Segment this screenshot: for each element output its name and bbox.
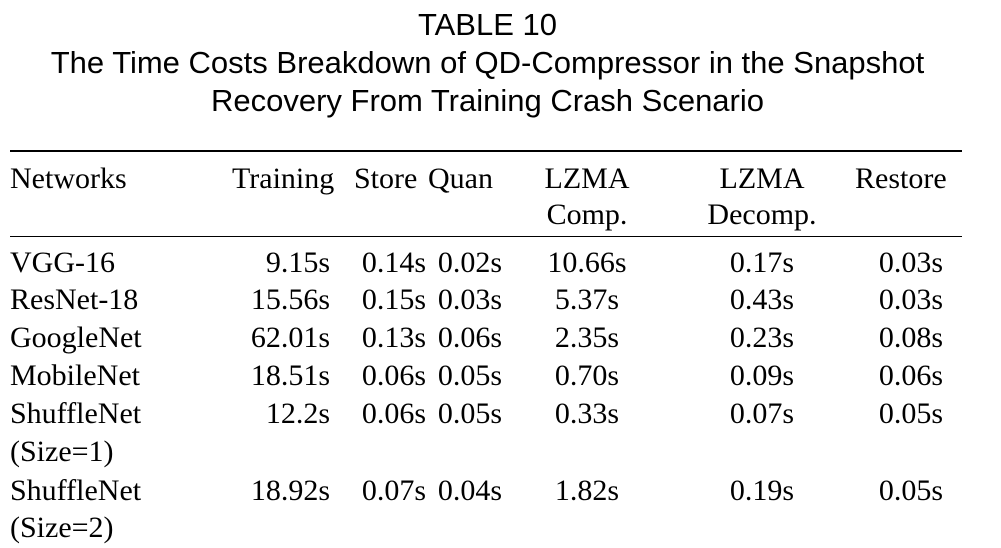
cell-lzma-decomp: 0.43s (729, 283, 795, 316)
header-quan: Quan (428, 162, 493, 195)
cell-store: 0.13s (361, 321, 426, 354)
row-name-suffix: (Size=2) (10, 511, 114, 544)
cell-training: 12.2s (265, 397, 330, 430)
header-restore: Restore (855, 162, 947, 195)
cell-lzma-decomp: 0.17s (729, 246, 795, 279)
cell-lzma-comp: 1.82s (554, 474, 620, 507)
cell-training: 18.51s (250, 359, 330, 392)
cell-training: 15.56s (250, 283, 330, 316)
table-label: TABLE 10 (417, 7, 557, 42)
cell-lzma-comp: 0.70s (554, 359, 620, 392)
cell-quan: 0.02s (437, 246, 502, 279)
cell-lzma-comp: 10.66s (547, 246, 627, 279)
cell-training: 18.92s (250, 474, 330, 507)
cell-lzma-comp: 0.33s (554, 397, 620, 430)
cell-restore: 0.03s (878, 283, 944, 316)
cell-lzma-decomp: 0.19s (729, 474, 795, 507)
cell-quan: 0.05s (437, 359, 502, 392)
cell-training: 62.01s (250, 321, 330, 354)
row-name: ResNet-18 (10, 283, 139, 316)
cell-lzma-comp: 2.35s (554, 321, 620, 354)
cell-store: 0.14s (361, 246, 426, 279)
header-store: Store (354, 162, 418, 195)
header-lzma-decomp-line1: LZMA (719, 162, 805, 195)
cell-restore: 0.05s (878, 474, 944, 507)
table-header-rule (10, 236, 962, 237)
table-title-line-2: Recovery From Training Crash Scenario (210, 83, 765, 118)
cell-restore: 0.05s (878, 397, 944, 430)
cell-lzma-decomp: 0.23s (729, 321, 795, 354)
row-name: GoogleNet (10, 321, 142, 354)
cell-restore: 0.03s (878, 246, 944, 279)
header-lzma-decomp-line2: Decomp. (707, 198, 817, 231)
header-training: Training (232, 162, 335, 195)
table-caption: TABLE 10 The Time Costs Breakdown of QD-… (0, 6, 975, 120)
cell-lzma-comp: 5.37s (554, 283, 620, 316)
cell-lzma-decomp: 0.07s (729, 397, 795, 430)
cell-quan: 0.04s (437, 474, 502, 507)
cell-lzma-decomp: 0.09s (729, 359, 795, 392)
cell-quan: 0.03s (437, 283, 502, 316)
header-networks: Networks (10, 162, 127, 195)
row-name-suffix: (Size=1) (10, 435, 114, 468)
cell-restore: 0.06s (878, 359, 944, 392)
row-name: MobileNet (10, 359, 140, 392)
row-name: ShuffleNet (10, 474, 142, 507)
cell-store: 0.07s (361, 474, 426, 507)
header-lzma-comp-line1: LZMA (544, 162, 630, 195)
cell-store: 0.06s (361, 397, 426, 430)
cell-restore: 0.08s (878, 321, 944, 354)
cell-store: 0.15s (361, 283, 426, 316)
cell-quan: 0.05s (437, 397, 502, 430)
row-name: ShuffleNet (10, 397, 142, 430)
cell-store: 0.06s (361, 359, 426, 392)
cell-quan: 0.06s (437, 321, 502, 354)
header-lzma-comp-line2: Comp. (546, 198, 628, 231)
table-title-line-1: The Time Costs Breakdown of QD-Compresso… (50, 45, 925, 80)
table-top-rule (10, 150, 962, 152)
row-name: VGG-16 (10, 246, 115, 279)
cell-training: 9.15s (265, 246, 330, 279)
